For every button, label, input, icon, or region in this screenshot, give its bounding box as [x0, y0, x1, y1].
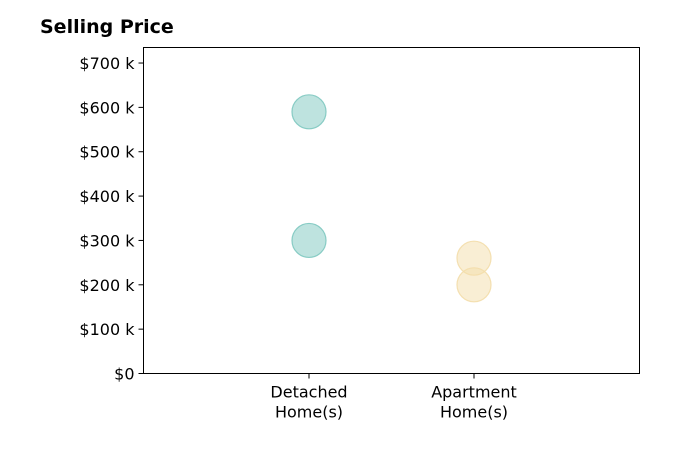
- data-point: [456, 267, 492, 303]
- y-tick-label: $500 k: [79, 143, 135, 162]
- x-tick-label: Detached Home(s): [270, 383, 347, 422]
- plot-area-frame: [143, 47, 640, 374]
- y-tick-label: $700 k: [79, 54, 135, 73]
- y-axis: $0 $100 k $200 k $300 k $400 k $500 k $600 k $7…: [79, 54, 144, 384]
- x-axis: Detached Home(s) Apartment Home(s): [270, 373, 517, 422]
- x-tick-label: Apartment Home(s): [431, 383, 517, 422]
- data-points: [291, 94, 492, 303]
- data-point: [291, 222, 327, 259]
- y-tick-label: $100 k: [79, 320, 135, 339]
- chart-title: Selling Price: [40, 16, 174, 38]
- y-tick-label: $0: [114, 365, 134, 384]
- y-tick-label: $600 k: [79, 98, 135, 117]
- y-tick-label: $200 k: [79, 276, 135, 295]
- data-point: [291, 94, 327, 130]
- y-tick-label: $400 k: [79, 187, 135, 206]
- y-tick-label: $300 k: [79, 231, 135, 250]
